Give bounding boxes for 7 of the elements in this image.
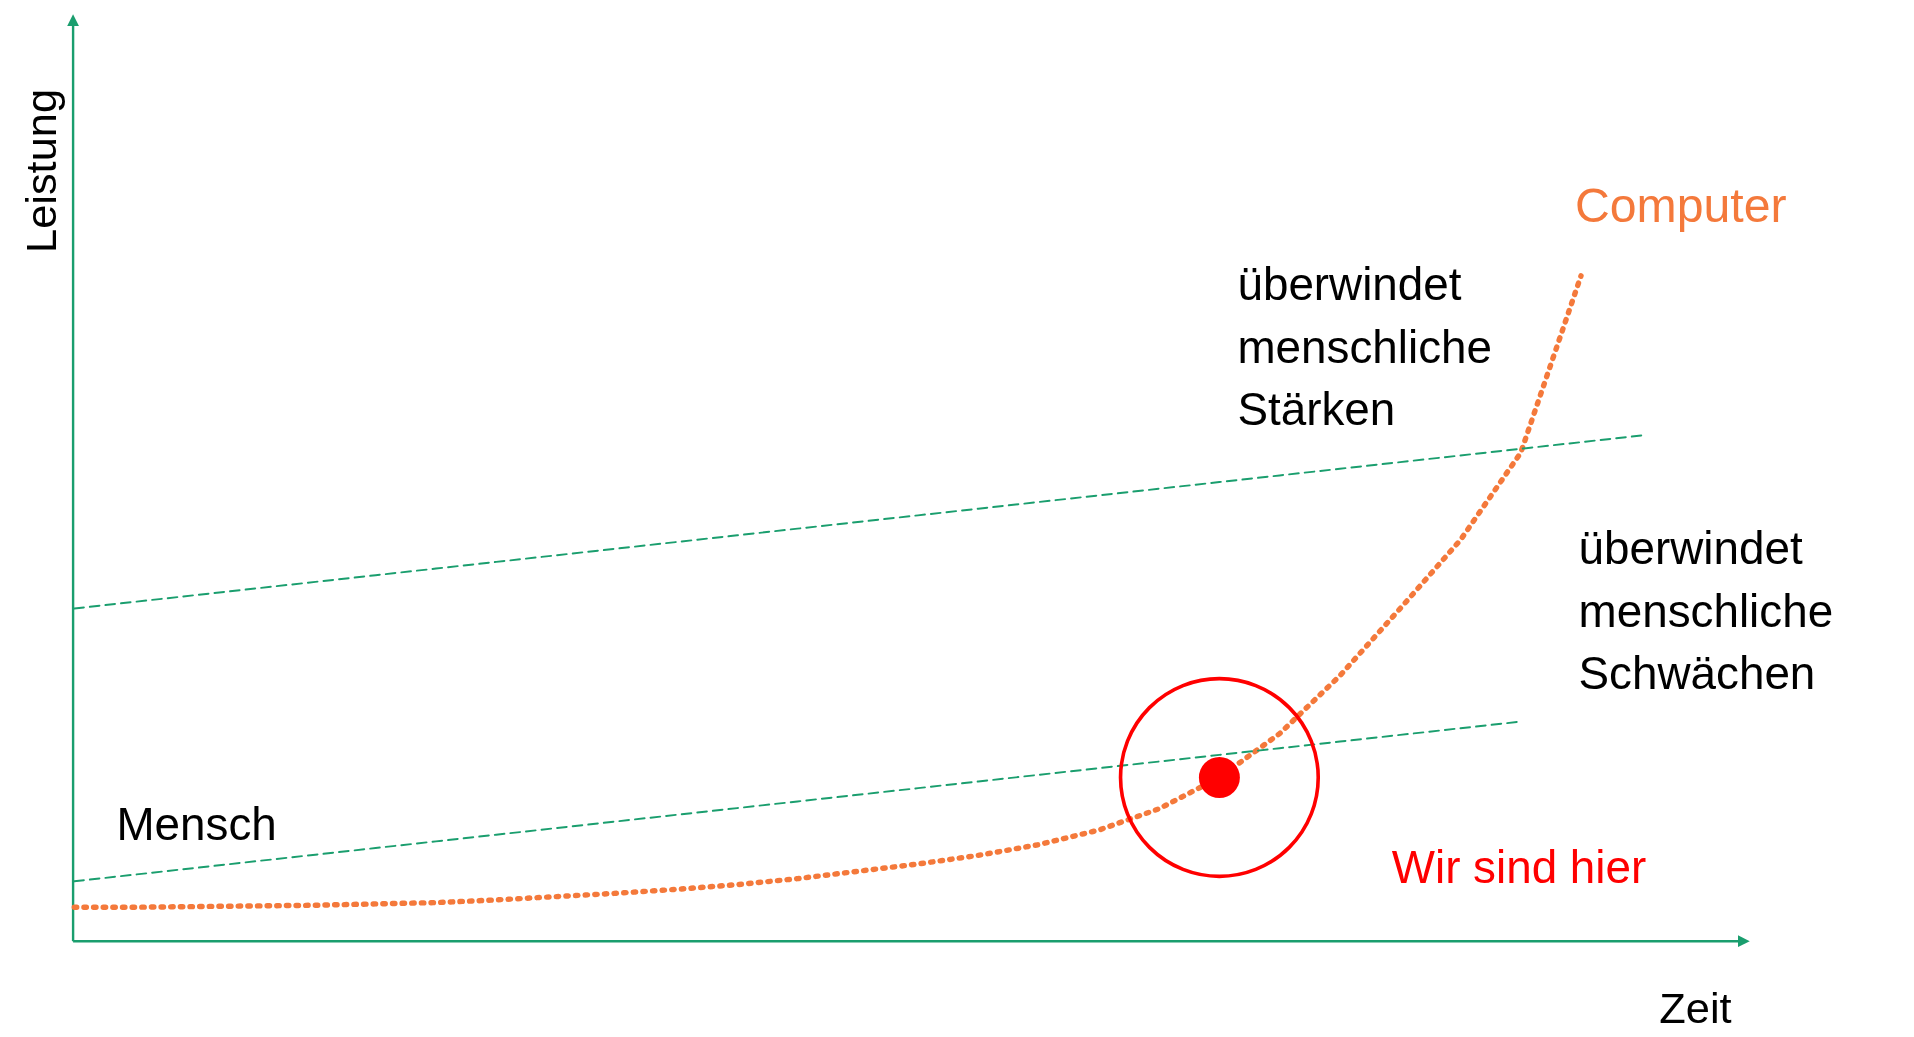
annotation: Wir sind hier	[1391, 842, 1647, 894]
annotation: Mensch	[116, 798, 277, 850]
x-axis-title: Zeit	[1659, 984, 1732, 1033]
series-label: Computer	[1574, 177, 1787, 232]
annotation: überwindet menschliche Stärken	[1237, 258, 1493, 436]
annotation: überwindet menschliche Schwächen	[1578, 522, 1834, 700]
y-axis-title: Leistung	[17, 88, 66, 253]
